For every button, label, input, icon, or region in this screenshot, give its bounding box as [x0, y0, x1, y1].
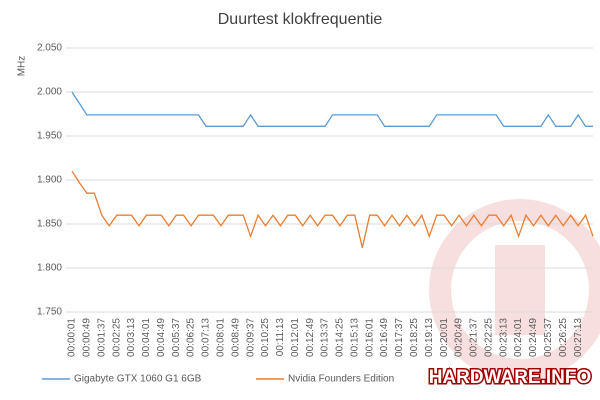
y-tick-label: 1.800: [37, 263, 62, 274]
x-tick-label: 00:27:13: [573, 318, 584, 357]
x-tick-label: 00:11:13: [275, 318, 286, 357]
x-tick-label: 00:09:37: [245, 318, 256, 357]
y-tick-label: 1.750: [37, 307, 62, 318]
x-tick-label: 00:07:13: [201, 318, 212, 357]
y-tick-label: 2.050: [37, 43, 62, 54]
x-tick-label: 00:16:01: [364, 318, 375, 357]
x-tick-label: 00:20:01: [439, 318, 450, 357]
x-tick-label: 00:15:13: [349, 318, 360, 357]
x-tick-label: 00:21:37: [469, 318, 480, 357]
x-tick-label: 00:10:25: [260, 318, 271, 357]
x-tick-label: 00:12:49: [305, 318, 316, 357]
x-tick-label: 00:23:13: [498, 318, 509, 357]
x-tick-label: 00:01:37: [96, 318, 107, 357]
x-tick-label: 00:22:25: [483, 318, 494, 357]
legend-label: Nvidia Founders Edition: [288, 374, 394, 385]
watermark: HARDWARE.INFO: [429, 367, 592, 388]
x-tick-label: 00:26:25: [558, 318, 569, 357]
y-tick-label: 1.900: [37, 175, 62, 186]
x-tick-label: 00:12:01: [290, 318, 301, 357]
y-axis-title: MHz: [17, 56, 28, 77]
legend-label: Gigabyte GTX 1060 G1 6GB: [74, 374, 202, 385]
x-tick-label: 00:14:25: [335, 318, 346, 357]
x-tick-label: 00:00:49: [82, 318, 93, 357]
x-tick-label: 00:05:37: [171, 318, 182, 357]
logo-block: [495, 245, 545, 335]
x-tick-label: 00:08:49: [230, 318, 241, 357]
x-tick-label: 00:00:01: [67, 318, 78, 357]
x-tick-label: 00:08:01: [215, 318, 226, 357]
logo-mark: [429, 199, 600, 381]
chart-title: Duurtest klokfrequentie: [218, 11, 383, 28]
x-tick-label: 00:02:25: [111, 318, 122, 357]
x-tick-label: 00:24:49: [528, 318, 539, 357]
series-line: [71, 91, 593, 127]
series-line: [71, 170, 594, 248]
logo-ring: [429, 199, 600, 381]
x-tick-label: 00:03:13: [126, 318, 137, 357]
x-tick-label: 00:04:49: [156, 318, 167, 357]
x-tick-label: 00:18:25: [409, 318, 420, 357]
x-tick-label: 00:19:13: [424, 318, 435, 357]
y-tick-label: 1.950: [37, 131, 62, 142]
y-tick-label: 2.000: [37, 87, 62, 98]
x-tick-label: 00:13:37: [320, 318, 331, 357]
x-tick-label: 00:24:01: [513, 318, 524, 357]
y-tick-label: 1.850: [37, 219, 62, 230]
x-tick-label: 00:25:37: [543, 318, 554, 357]
x-tick-label: 00:04:01: [141, 318, 152, 357]
x-tick-label: 00:17:37: [394, 318, 405, 357]
x-tick-label: 00:06:25: [186, 318, 197, 357]
x-tick-label: 00:16:49: [379, 318, 390, 357]
x-tick-label: 00:20:49: [454, 318, 465, 357]
